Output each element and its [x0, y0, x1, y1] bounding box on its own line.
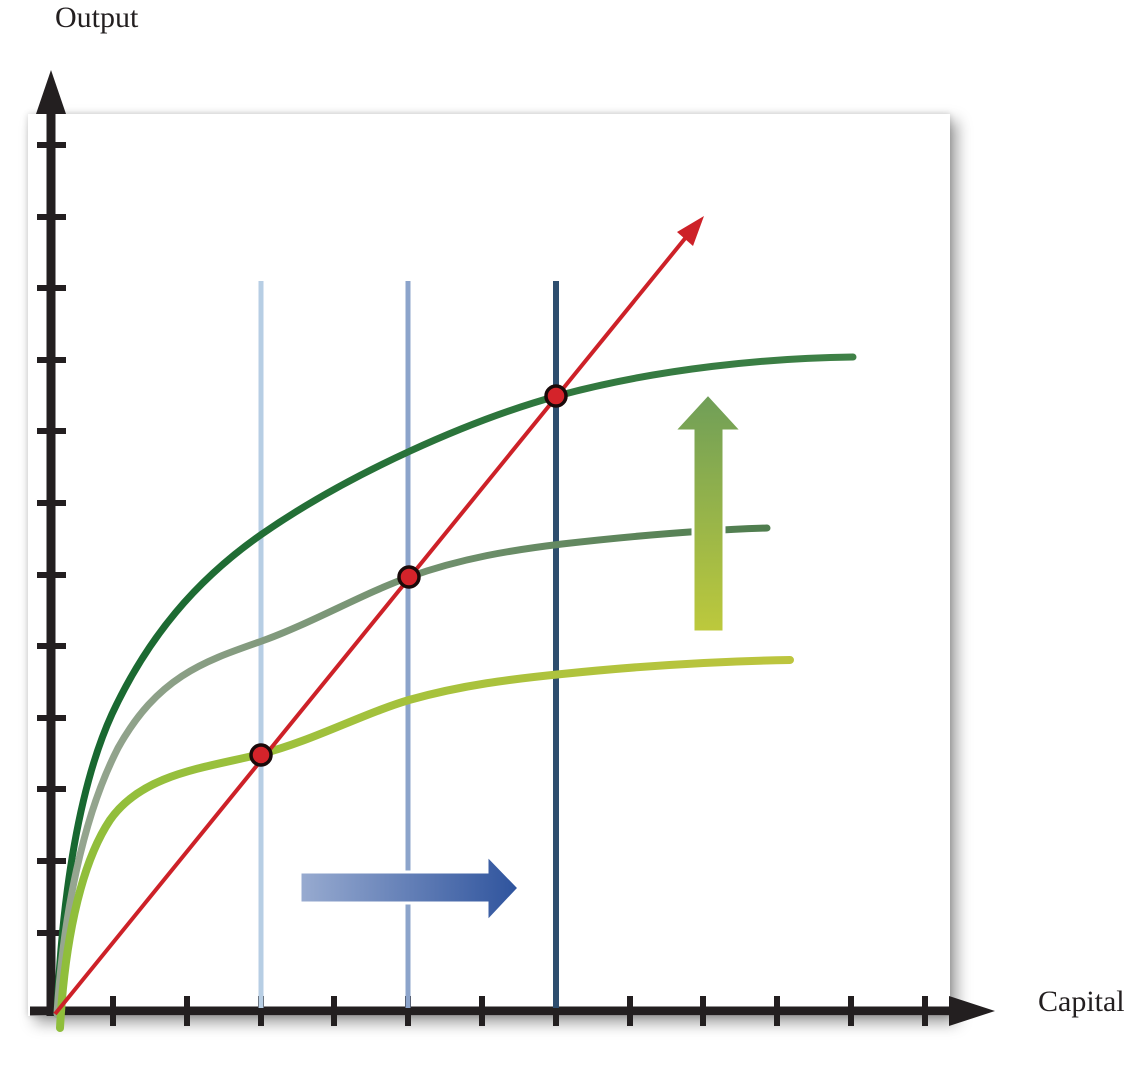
- x-axis-arrowhead-icon: [949, 996, 995, 1026]
- intersection-dot-2: [397, 565, 421, 589]
- expansion-ray: [53, 216, 704, 1016]
- production-curve-low: [56, 656, 794, 1032]
- capital-increase-right-arrow-icon: [298, 851, 522, 926]
- intersection-dot-3: [544, 384, 568, 408]
- intersection-dot-1: [249, 743, 273, 767]
- production-curve-mid: [53, 524, 771, 1018]
- x-axis-label: Capital: [1038, 985, 1125, 1018]
- x-axis: [30, 996, 995, 1026]
- expansion-ray-arrowhead-icon: [677, 216, 704, 246]
- output-increase-up-arrow-icon: [670, 391, 746, 634]
- expansion-ray-line: [53, 234, 689, 1016]
- y-axis-arrowhead-icon: [36, 70, 66, 114]
- y-axis-ticks: [37, 142, 66, 936]
- y-axis-label: Output: [55, 1, 139, 34]
- production-curve-high: [53, 353, 857, 1018]
- y-axis: [36, 70, 66, 1016]
